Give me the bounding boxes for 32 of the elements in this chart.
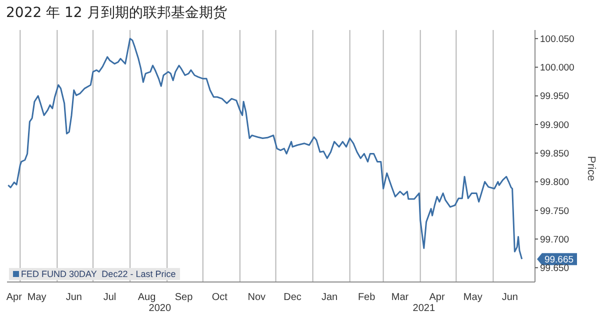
x-tick-label: Aug (138, 292, 156, 303)
y-tick-label: 100.000 (540, 62, 574, 74)
text: 2020 (148, 303, 172, 314)
y-tick-label: 99.650 (540, 263, 570, 274)
x-tick-label: Sep (174, 292, 194, 303)
y-tick-label: 99.800 (540, 177, 570, 188)
y-tick-label: 99.750 (540, 206, 570, 217)
x-tick-label: May (27, 292, 46, 303)
y-tick-label: 99.900 (540, 120, 570, 131)
x-tick-label: May (463, 292, 482, 303)
x-tick-label: Feb (358, 292, 376, 303)
x-tick-label: Jun (502, 292, 518, 303)
price-tag: 99.665 (537, 253, 577, 266)
legend-label: FED FUND 30DAY Dec22 - Last Price (20, 269, 176, 279)
x-tick-label: Jun (66, 292, 82, 303)
y-tick-label: 99.700 (540, 234, 570, 246)
chart-title: 2022 年 12 月到期的联邦基金期货 (6, 4, 227, 22)
annotation: 99.665 (544, 254, 574, 266)
x-tick-label: Nov (248, 292, 266, 303)
y-tick-label: 99.850 (540, 148, 570, 160)
x-tick-label: Jul (103, 292, 116, 303)
x-tick-label: Oct (212, 292, 228, 303)
y-tick-label: 100.050 (540, 34, 574, 45)
x-tick-label: Jan (321, 292, 338, 303)
x-tick-label: Dec (284, 292, 302, 303)
y-axis-title: Price (585, 156, 598, 182)
x-tick-label: Apr (429, 292, 446, 303)
x-tick-label: Mar (391, 292, 410, 303)
x-tick-label: Apr (6, 292, 23, 303)
y-tick-label: 99.950 (540, 91, 570, 102)
line-series (7, 38, 523, 260)
text: 2021 (412, 303, 436, 314)
